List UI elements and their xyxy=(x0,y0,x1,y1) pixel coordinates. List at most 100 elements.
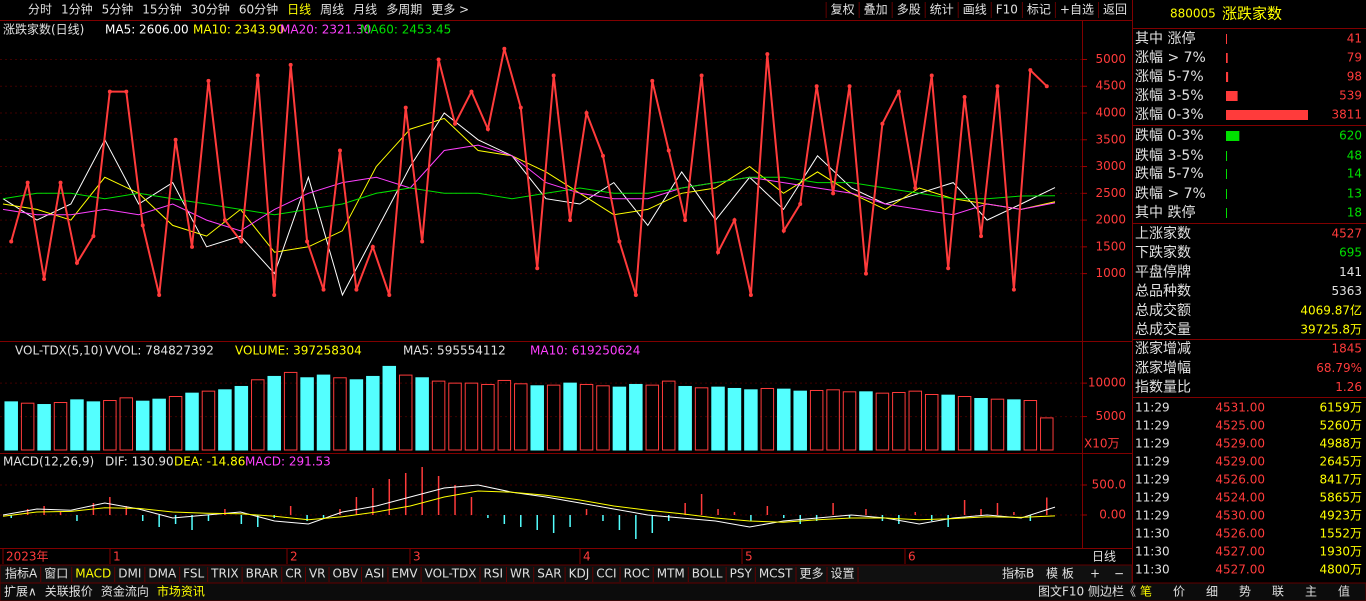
indicator-tab[interactable]: ROC xyxy=(624,567,650,581)
period-tab[interactable]: 分时 xyxy=(28,3,52,17)
summary-label: 平盘停牌 xyxy=(1135,263,1191,280)
indicator-tab[interactable]: 指标B xyxy=(1002,566,1034,581)
stat-value: 41 xyxy=(1347,32,1362,46)
volume-bar xyxy=(448,382,462,451)
bottom-tab[interactable]: 资金流向 xyxy=(101,584,149,599)
period-tab[interactable]: 1分钟 xyxy=(61,2,93,17)
point xyxy=(798,202,803,207)
volume-bar xyxy=(300,377,314,451)
volume-bar xyxy=(678,385,692,451)
period-tab[interactable]: 日线 xyxy=(287,3,311,17)
indicator-tab[interactable]: DMI xyxy=(118,567,141,581)
footer-tab[interactable]: 主 xyxy=(1305,585,1317,599)
tick-price: 4530.00 xyxy=(1215,509,1265,523)
footer-tab[interactable]: 联 xyxy=(1272,585,1284,599)
indicator-tab[interactable]: DMA xyxy=(148,567,177,581)
period-tab[interactable]: 周线 xyxy=(320,3,344,17)
indicator-tab[interactable]: VOL-TDX xyxy=(425,567,477,581)
side-link[interactable]: 图文F10 侧边栏《 xyxy=(1038,584,1136,599)
stat-label: 涨幅 3-5% xyxy=(1135,88,1204,104)
volume-bar xyxy=(777,388,791,451)
indicator-tab[interactable]: + xyxy=(1090,567,1100,581)
period-tab[interactable]: 更多 > xyxy=(431,3,469,17)
indicator-tab[interactable]: CCI xyxy=(596,567,616,581)
period-tab[interactable]: 60分钟 xyxy=(239,2,278,17)
indicator-tab[interactable]: VR xyxy=(309,567,326,581)
point xyxy=(140,223,145,228)
toolbar-button[interactable]: 多股 xyxy=(897,3,921,17)
volume-bar xyxy=(103,400,117,451)
indicator-tab[interactable]: 指标A xyxy=(5,566,38,581)
y-tick-label: 5000 xyxy=(1095,52,1126,66)
indicator-label: MA10: 619250624 xyxy=(530,344,640,358)
indicator-tab[interactable]: OBV xyxy=(333,567,359,581)
toolbar-button[interactable]: 统计 xyxy=(930,3,954,17)
indicator-tab[interactable]: ASI xyxy=(365,567,384,581)
indicator-tab[interactable]: BRAR xyxy=(246,567,279,581)
indicator-tab[interactable]: MTM xyxy=(657,567,685,581)
volume-bar xyxy=(793,390,807,451)
point xyxy=(1044,84,1049,89)
point xyxy=(814,84,819,89)
period-tab[interactable]: 多周期 xyxy=(386,3,422,17)
volume-bar xyxy=(694,387,709,451)
period-tab[interactable]: 30分钟 xyxy=(191,2,230,17)
period-tab[interactable]: 15分钟 xyxy=(142,2,181,17)
ma-label: MA20: 2321.30 xyxy=(280,23,371,37)
indicator-label: MA5: 595554112 xyxy=(403,344,506,358)
indicator-tab[interactable]: KDJ xyxy=(569,567,590,581)
footer-tab[interactable]: 细 xyxy=(1206,585,1218,599)
tick-price: 4525.00 xyxy=(1215,419,1265,433)
indicator-tab[interactable]: 设置 xyxy=(831,567,855,581)
indicator-tab[interactable]: SAR xyxy=(537,567,561,581)
toolbar-button[interactable]: 返回 xyxy=(1103,3,1127,17)
volume-bar xyxy=(957,396,972,451)
stat-bar xyxy=(1226,208,1227,218)
indicator-tab[interactable]: MCST xyxy=(759,567,793,581)
indicator-tab[interactable]: PSY xyxy=(730,567,753,581)
footer-tab[interactable]: 势 xyxy=(1239,585,1251,599)
indicator-tab[interactable]: EMV xyxy=(391,567,418,581)
indicator-tab[interactable]: TRIX xyxy=(210,567,238,581)
stat-label: 跌幅 > 7% xyxy=(1135,186,1206,202)
indicator-tab[interactable]: 模 板 xyxy=(1046,567,1074,581)
indicator-tab[interactable]: FSL xyxy=(183,567,204,581)
toolbar-button[interactable]: F10 xyxy=(996,3,1018,17)
toolbar-button[interactable]: 画线 xyxy=(963,3,987,17)
summary-label: 涨家增幅 xyxy=(1135,359,1191,376)
footer-tab[interactable]: 价 xyxy=(1173,585,1185,599)
volume-bar xyxy=(530,385,544,451)
summary-label: 指数量比 xyxy=(1135,380,1191,396)
toolbar-button[interactable]: +自选 xyxy=(1060,3,1094,17)
tick-price: 4526.00 xyxy=(1215,473,1265,487)
toolbar-button[interactable]: 复权 xyxy=(831,3,855,17)
volume-bar xyxy=(152,398,166,451)
period-tab[interactable]: 月线 xyxy=(353,3,377,17)
toolbar-button[interactable]: 叠加 xyxy=(864,3,888,17)
period-tab[interactable]: 5分钟 xyxy=(102,2,134,17)
bottom-tab[interactable]: 市场资讯 xyxy=(157,584,205,599)
tick-volume: 5260万 xyxy=(1319,419,1362,433)
tick-volume: 4988万 xyxy=(1319,437,1362,451)
summary-value: 1.26 xyxy=(1335,380,1362,394)
indicator-tab[interactable]: 窗口 xyxy=(44,567,68,581)
time-label: 5 xyxy=(745,550,753,564)
indicator-tab[interactable]: 更多 xyxy=(800,567,824,581)
point xyxy=(502,46,507,51)
indicator-tab[interactable]: WR xyxy=(510,567,530,581)
indicator-tab[interactable]: CR xyxy=(285,567,302,581)
volume-bar xyxy=(283,371,298,451)
indicator-tab[interactable]: BOLL xyxy=(692,567,723,581)
indicator-tab[interactable]: RSI xyxy=(484,567,504,581)
y-tick-label: 0.00 xyxy=(1099,508,1126,522)
volume-bar xyxy=(661,380,676,451)
footer-tab[interactable]: 笔 xyxy=(1140,584,1152,599)
stat-bar xyxy=(1226,131,1240,141)
bottom-tab[interactable]: 关联报价 xyxy=(45,584,93,599)
toolbar-button[interactable]: 标记 xyxy=(1027,3,1051,17)
point xyxy=(584,111,589,116)
indicator-tab[interactable]: − xyxy=(1114,567,1124,581)
bottom-tab[interactable]: 扩展∧ xyxy=(4,585,37,599)
footer-tab[interactable]: 值 xyxy=(1338,584,1350,599)
indicator-tab[interactable]: MACD xyxy=(75,567,111,581)
